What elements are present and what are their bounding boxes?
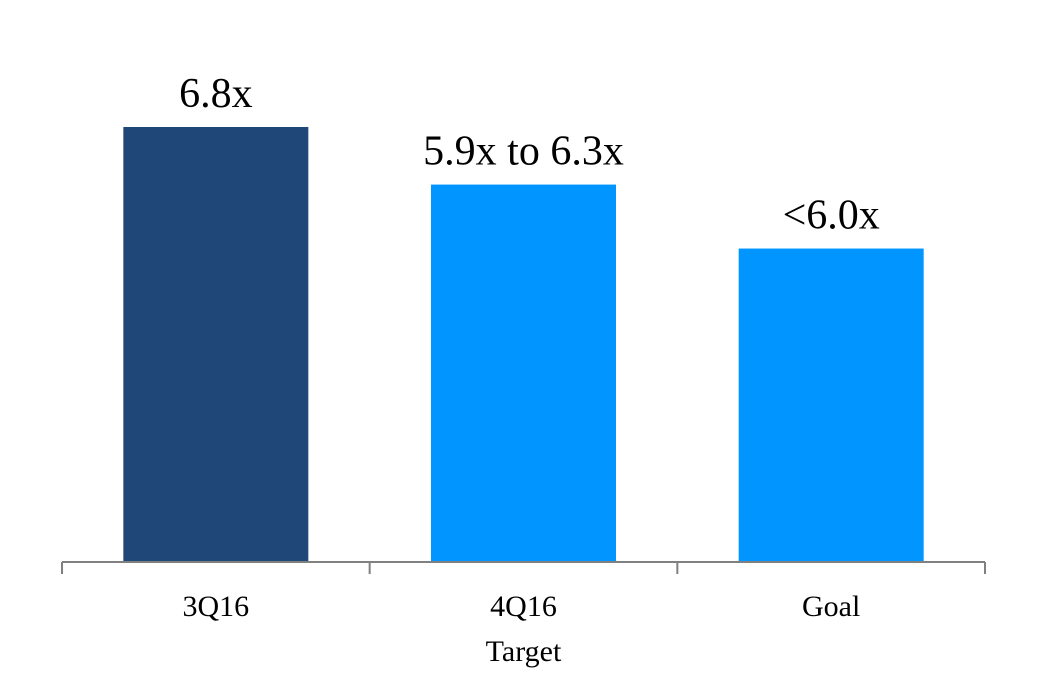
x-tick-sublabel-4q16: Target xyxy=(486,635,562,668)
x-tick-labels-group: 3Q16 4Q16 Target Goal xyxy=(182,590,860,668)
x-tick-label-3q16: 3Q16 xyxy=(182,590,249,623)
bar-4q16 xyxy=(431,184,616,562)
bar-goal xyxy=(738,248,924,562)
bar-3q16 xyxy=(123,127,309,562)
value-labels-group: 6.8x 5.9x to 6.3x <6.0x xyxy=(179,71,880,239)
x-tick-label-goal: Goal xyxy=(802,590,860,623)
data-label-3q16: 6.8x xyxy=(179,71,253,117)
x-axis xyxy=(61,561,986,574)
x-tick-label-4q16: 4Q16 xyxy=(490,590,557,623)
data-label-4q16: 5.9x to 6.3x xyxy=(423,129,624,175)
bars-group xyxy=(123,127,924,562)
data-label-goal: <6.0x xyxy=(783,193,880,239)
